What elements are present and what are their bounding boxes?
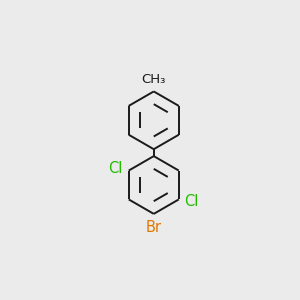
- Text: CH₃: CH₃: [142, 73, 166, 86]
- Text: Cl: Cl: [184, 194, 199, 209]
- Text: Br: Br: [146, 220, 162, 235]
- Text: Cl: Cl: [109, 161, 123, 176]
